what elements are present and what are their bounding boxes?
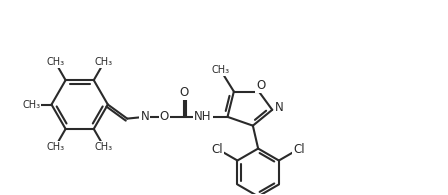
Text: N: N [140, 110, 149, 123]
Text: CH₃: CH₃ [46, 142, 65, 152]
Text: CH₃: CH₃ [95, 58, 113, 67]
Text: O: O [159, 110, 169, 123]
Text: Cl: Cl [212, 143, 224, 156]
Text: O: O [256, 79, 265, 92]
Text: CH₃: CH₃ [95, 142, 113, 152]
Text: CH₃: CH₃ [46, 58, 65, 67]
Text: O: O [179, 86, 188, 99]
Text: NH: NH [194, 110, 211, 123]
Text: N: N [275, 100, 284, 113]
Text: Cl: Cl [293, 143, 305, 156]
Text: CH₃: CH₃ [22, 99, 40, 110]
Text: CH₃: CH₃ [211, 65, 229, 75]
